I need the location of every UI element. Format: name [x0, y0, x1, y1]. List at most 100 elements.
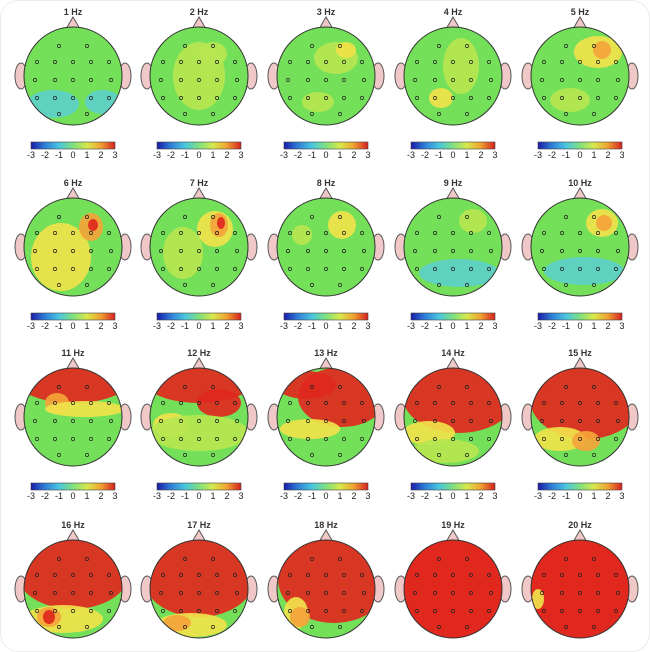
electrode-marker	[433, 401, 437, 405]
activity-region	[199, 42, 227, 66]
electrode-marker	[35, 401, 39, 405]
electrode-marker	[487, 437, 491, 441]
electrode-marker	[35, 573, 39, 577]
electrode-marker	[71, 609, 75, 613]
electrode-marker	[57, 625, 61, 629]
electrode-marker	[109, 419, 113, 423]
colorbar-tick-label: 0	[450, 150, 456, 160]
electrode-marker	[161, 60, 165, 64]
electrode-marker	[560, 401, 564, 405]
colorbar	[410, 312, 496, 321]
electrode-marker	[310, 625, 314, 629]
electrode-marker	[235, 78, 239, 82]
electrode-marker	[306, 96, 310, 100]
colorbar-tick-label: -1	[307, 321, 316, 331]
electrode-marker	[451, 419, 455, 423]
activity-region	[292, 225, 312, 245]
electrode-marker	[53, 78, 57, 82]
electrode-marker	[197, 419, 201, 423]
colorbar	[156, 312, 242, 321]
electrode-marker	[35, 609, 39, 613]
electrode-marker	[560, 609, 564, 613]
electrode-marker	[437, 385, 441, 389]
head-outline	[276, 26, 376, 126]
electrode-marker	[437, 557, 441, 561]
colorbar-tick-label: 3	[112, 150, 118, 160]
electrode-marker	[560, 419, 564, 423]
electrode-marker	[310, 453, 314, 457]
topomap-10	[521, 187, 639, 321]
colorbar-tick-label: -2	[420, 491, 429, 501]
electrode-marker	[211, 385, 215, 389]
electrode-marker	[596, 419, 600, 423]
electrode-marker	[415, 267, 419, 271]
activity-region	[217, 217, 225, 229]
colorbar-tick-label: -3	[533, 321, 542, 331]
electrode-marker	[324, 573, 328, 577]
colorbar-tick-label: 3	[365, 321, 371, 331]
head-outline	[403, 367, 503, 467]
colorbar-tick-label: 0	[196, 491, 202, 501]
electrode-marker	[564, 625, 568, 629]
colorbar-tick-label: 3	[492, 150, 498, 160]
map-title: 19 Hz	[441, 520, 465, 530]
electrode-marker	[71, 249, 75, 253]
electrode-marker	[215, 96, 219, 100]
electrode-marker	[342, 591, 346, 595]
electrode-marker	[306, 267, 310, 271]
activity-region	[534, 427, 586, 451]
electrode-marker	[53, 609, 57, 613]
activity-region	[302, 92, 334, 112]
electrode-marker	[85, 44, 89, 48]
colorbar	[156, 482, 242, 491]
electrode-marker	[288, 231, 292, 235]
electrode-marker	[57, 557, 61, 561]
activity-region	[150, 540, 248, 617]
electrode-marker	[57, 385, 61, 389]
electrode-marker	[233, 267, 237, 271]
electrode-marker	[469, 231, 473, 235]
electrode-marker	[53, 573, 57, 577]
colorbar	[30, 141, 116, 150]
electrode-marker	[342, 267, 346, 271]
electrode-marker	[360, 267, 364, 271]
activity-region	[429, 88, 453, 108]
colorbar-tick-label: -3	[279, 150, 288, 160]
activity-region	[531, 540, 629, 638]
colorbar-tick-label: 1	[337, 150, 343, 160]
electrode-marker	[324, 401, 328, 405]
electrode-marker	[53, 267, 57, 271]
electrode-marker	[596, 267, 600, 271]
electrode-marker	[179, 96, 183, 100]
electrode-marker	[215, 591, 219, 595]
electrode-marker	[89, 249, 93, 253]
colorbar-tick-label: 3	[112, 491, 118, 501]
colorbar-tick-label: -3	[152, 491, 161, 501]
colorbar-tick-label: 1	[464, 491, 470, 501]
colorbar-tick-label: 0	[70, 491, 76, 501]
electrode-marker	[324, 249, 328, 253]
electrode-marker	[107, 60, 111, 64]
electrode-marker	[560, 573, 564, 577]
topomap-9	[394, 187, 512, 321]
colorbar	[283, 141, 369, 150]
electrode-marker	[469, 78, 473, 82]
activity-region	[411, 439, 479, 463]
electrode-marker	[33, 591, 37, 595]
colorbar-tick-label: -2	[547, 491, 556, 501]
electrode-marker	[57, 283, 61, 287]
electrode-marker	[433, 419, 437, 423]
electrode-marker	[542, 267, 546, 271]
electrode-marker	[89, 78, 93, 82]
electrode-marker	[560, 267, 564, 271]
electrode-marker	[109, 591, 113, 595]
electrode-marker	[71, 573, 75, 577]
electrode-marker	[469, 96, 473, 100]
electrode-marker	[362, 591, 366, 595]
electrode-marker	[53, 96, 57, 100]
electrode-marker	[53, 231, 57, 235]
electrode-marker	[415, 96, 419, 100]
topomap-11	[14, 357, 132, 491]
electrode-marker	[578, 609, 582, 613]
electrode-marker	[451, 231, 455, 235]
